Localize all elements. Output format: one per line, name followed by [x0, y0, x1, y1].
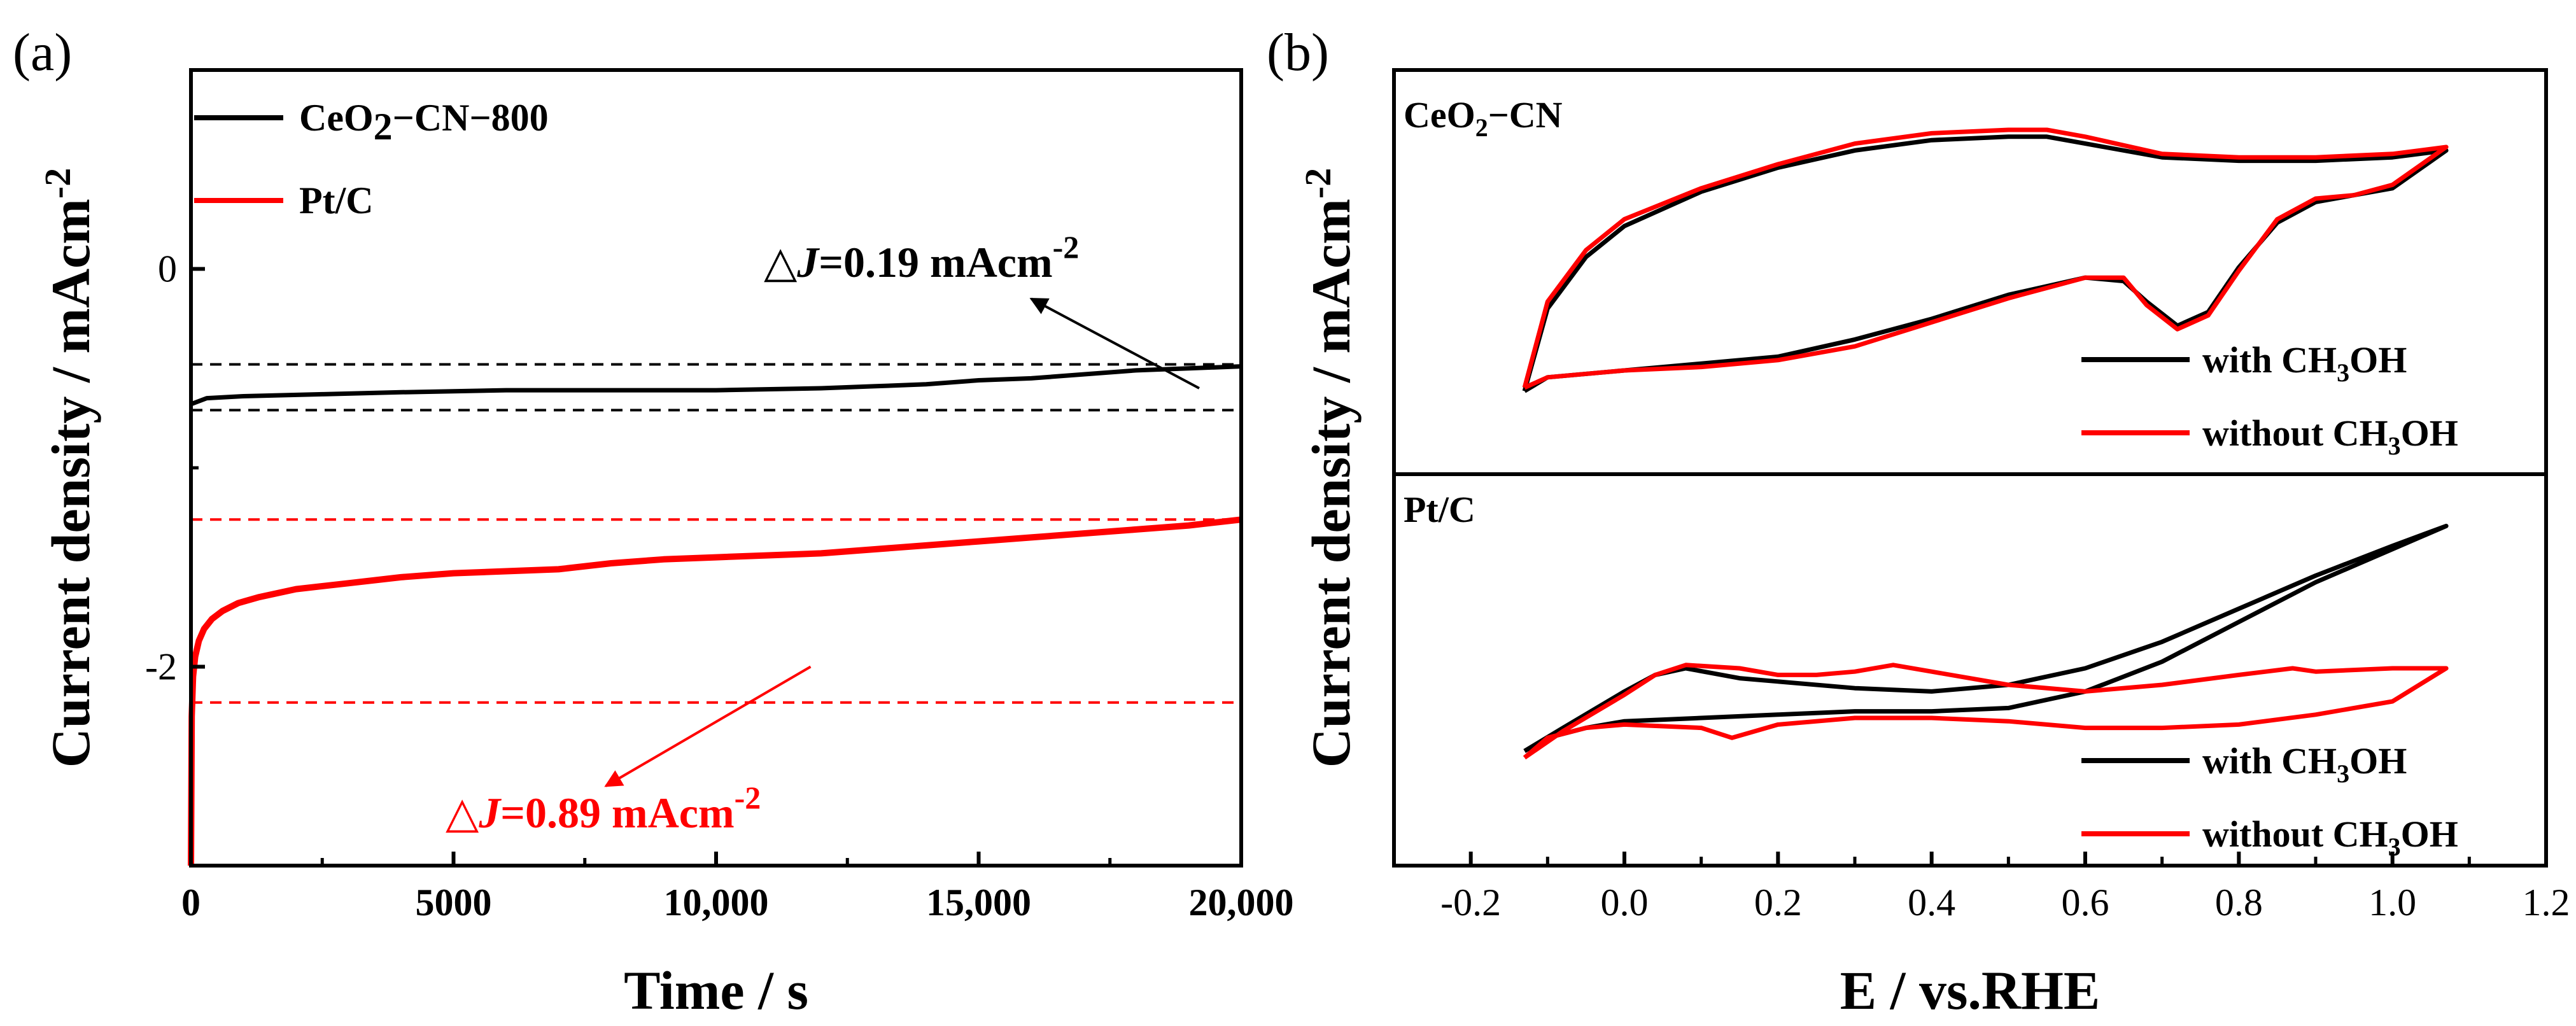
- legend-text-rest: OH: [2349, 740, 2407, 782]
- subpanel-title-ceo2-cn: CeO2−CN: [1404, 94, 1563, 142]
- legend-text-rest: OH: [2401, 412, 2458, 454]
- subpanel-title-pt-c: Pt/C: [1404, 489, 1475, 530]
- delta-j-black-label: △J=0.19 mAcm-2: [764, 229, 1079, 286]
- series-line-pt-c: [188, 516, 1242, 866]
- panel-b-label: (b): [1267, 23, 1329, 82]
- panel-a-annotations: △J=0.19 mAcm-2△J=0.89 mAcm-2: [446, 229, 1200, 837]
- delta-unit-exponent: -2: [735, 780, 761, 815]
- delta-j-black-arrow: [1029, 297, 1200, 390]
- subpanel-title-rest: −CN: [1488, 94, 1563, 136]
- legend-text-rest: −CN−800: [393, 97, 549, 139]
- y-tick-label: 0: [158, 248, 177, 290]
- panel-a: (a) 0 5000 10,000 15,000 20,000 0 -2 CeO2−CN−…: [13, 23, 1294, 1021]
- panel-a-x-axis-label: Time / s: [624, 960, 808, 1021]
- subpanel-title-subscript: 2: [1475, 113, 1488, 142]
- legend-label-without-ch: without CH3OH: [2202, 813, 2458, 861]
- legend-text: with CH: [2202, 339, 2337, 381]
- x-tick-label: 0.0: [1601, 882, 1649, 924]
- x-tick-label: 1.2: [2523, 882, 2570, 924]
- x-tick-label: 15,000: [926, 882, 1031, 924]
- panel-a-reference-lines: [191, 363, 1241, 704]
- delta-value: =0.19 mAcm: [819, 238, 1052, 286]
- legend-label-with-ch: with CH3OH: [2202, 339, 2407, 387]
- legend-text: Pt/C: [299, 179, 374, 221]
- panel-a-y-axis-label: Current density / mAcm-2: [37, 168, 101, 768]
- delta-symbol: △: [446, 789, 479, 837]
- x-tick-label: 0.8: [2215, 882, 2263, 924]
- x-tick-label: 20,000: [1189, 882, 1294, 924]
- legend-text: without CH: [2202, 412, 2388, 454]
- delta-variable: J: [796, 238, 820, 286]
- cv-curve-pt-c-with-ch3oh: [1523, 523, 2449, 754]
- legend-subscript: 2: [374, 106, 393, 148]
- x-tick-label: 5000: [416, 882, 492, 924]
- delta-variable: J: [478, 789, 502, 837]
- panel-a-label: (a): [13, 23, 72, 82]
- legend-text-rest: OH: [2401, 813, 2458, 855]
- x-tick-label: 1.0: [2368, 882, 2416, 924]
- panel-a-y-ticks: 0 -2: [145, 248, 205, 688]
- legend-text: without CH: [2202, 813, 2388, 855]
- legend-text: with CH: [2202, 740, 2337, 782]
- cv-curve-pt-c-without-ch3oh: [1523, 663, 2449, 760]
- panel-b-series: [1522, 127, 2449, 760]
- panel-b-x-ticks: -0.2 0.0 0.2 0.4 0.6 0.8 1.0 1.2: [1440, 852, 2570, 924]
- legend-subscript: 3: [2337, 759, 2349, 788]
- panel-b-x-axis-label: E / vs.RHE: [1840, 960, 2101, 1021]
- legend-label-ceo2-cn-800: CeO2−CN−800: [299, 97, 549, 148]
- y-tick-label: -2: [145, 646, 177, 688]
- legend-label-without-ch: without CH3OH: [2202, 412, 2458, 460]
- legend-subscript: 3: [2337, 358, 2349, 387]
- panel-a-x-ticks: 0 5000 10,000 15,000 20,000: [181, 852, 1294, 924]
- x-tick-label: 0.4: [1908, 882, 1955, 924]
- legend-text-rest: OH: [2349, 339, 2407, 381]
- delta-unit-exponent: -2: [1053, 229, 1080, 265]
- legend-subscript: 3: [2388, 833, 2401, 861]
- delta-symbol: △: [764, 238, 798, 286]
- panel-a-legend: CeO2−CN−800 Pt/C: [194, 97, 549, 221]
- legend-label-with-ch: with CH3OH: [2202, 740, 2407, 788]
- delta-j-red-arrow: [604, 665, 812, 787]
- delta-j-red-label: △J=0.89 mAcm-2: [446, 780, 761, 837]
- x-tick-label: -0.2: [1440, 882, 1501, 924]
- subpanel-title-text: Pt/C: [1404, 489, 1475, 530]
- series-line-ceo2-cn-800: [190, 364, 1242, 407]
- delta-value: =0.89 mAcm: [500, 789, 734, 837]
- x-tick-label: 0.6: [2062, 882, 2109, 924]
- subpanel-title-text: CeO: [1404, 94, 1475, 136]
- legend-subscript: 3: [2388, 432, 2401, 460]
- panel-b-y-axis-label: Current density / mAcm-2: [1297, 168, 1362, 768]
- x-tick-label: 0.2: [1754, 882, 1802, 924]
- panel-b-plot-frame: [1392, 68, 2548, 868]
- legend-text: CeO: [299, 97, 374, 139]
- cv-curve-ceo2-cn-without-ch3oh: [1522, 127, 2449, 390]
- x-tick-label: 0: [181, 882, 201, 924]
- legend-label-pt-c: Pt/C: [299, 179, 374, 221]
- panel-a-series: [188, 364, 1242, 866]
- x-tick-label: 10,000: [664, 882, 769, 924]
- panel-b: (b) -0.2 0.0 0.2 0.4 0.6 0.8 1.0 1.2 CeO2−CN wit…: [1267, 23, 2570, 1021]
